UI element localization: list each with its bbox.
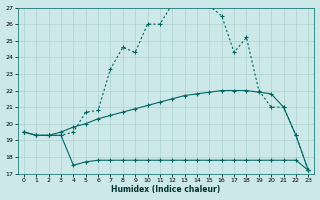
X-axis label: Humidex (Indice chaleur): Humidex (Indice chaleur) <box>111 185 221 194</box>
